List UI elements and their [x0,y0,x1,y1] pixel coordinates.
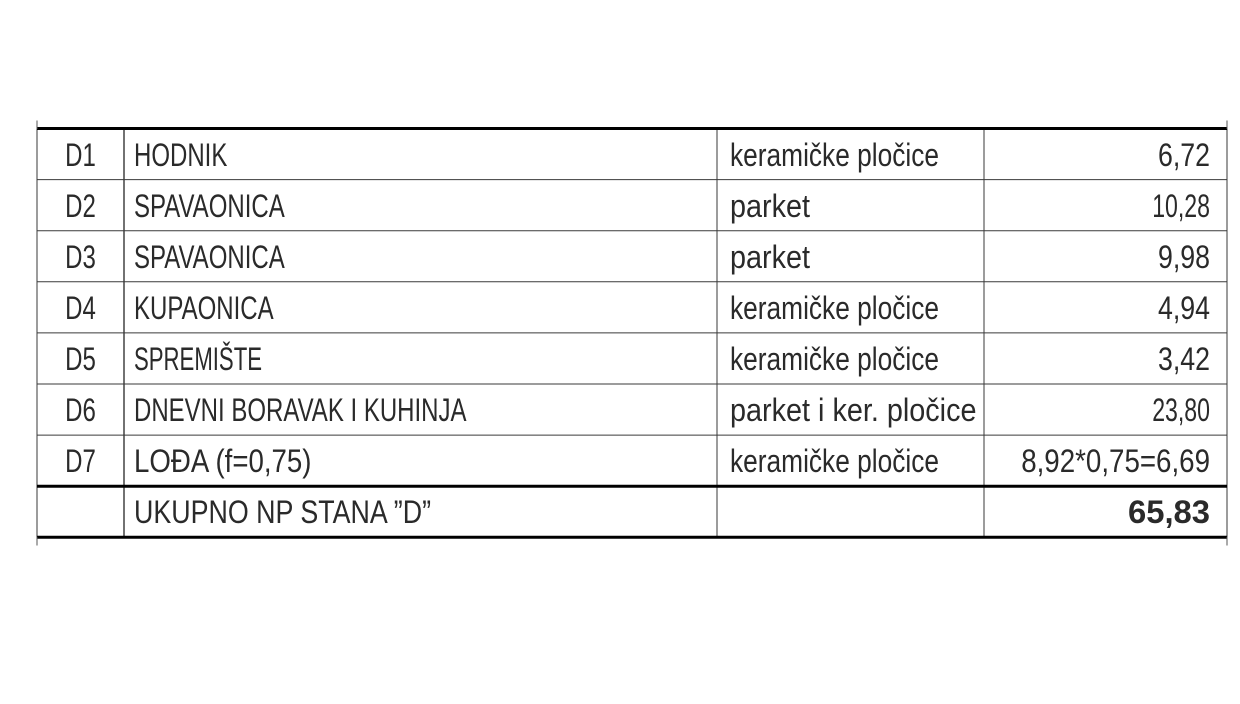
svg-text:4,94: 4,94 [1158,290,1210,326]
svg-text:LOĐA (f=0,75): LOĐA (f=0,75) [134,443,312,479]
svg-text:3,42: 3,42 [1158,341,1210,377]
svg-text:D4: D4 [65,290,96,326]
svg-text:D5: D5 [65,341,96,377]
svg-text:keramičke pločice: keramičke pločice [730,137,939,173]
svg-text:8,92*0,75=6,69: 8,92*0,75=6,69 [1021,443,1210,479]
svg-text:keramičke pločice: keramičke pločice [730,290,939,326]
svg-text:keramičke pločice: keramičke pločice [730,443,939,479]
svg-text:D3: D3 [65,239,96,275]
svg-text:SPREMIŠTE: SPREMIŠTE [134,341,262,377]
svg-text:parket: parket [730,239,810,275]
svg-text:65,83: 65,83 [1128,494,1210,530]
svg-text:HODNIK: HODNIK [134,137,227,173]
svg-text:23,80: 23,80 [1152,392,1210,428]
svg-text:SPAVAONICA: SPAVAONICA [134,239,285,275]
svg-text:DNEVNI BORAVAK I KUHINJA: DNEVNI BORAVAK I KUHINJA [134,392,467,428]
svg-text:9,98: 9,98 [1158,239,1210,275]
svg-text:keramičke pločice: keramičke pločice [730,341,939,377]
svg-text:D1: D1 [65,137,96,173]
svg-text:UKUPNO NP STANA ”D”: UKUPNO NP STANA ”D” [134,494,431,530]
svg-text:parket i ker. pločice: parket i ker. pločice [730,392,977,428]
svg-text:KUPAONICA: KUPAONICA [134,290,274,326]
svg-text:6,72: 6,72 [1158,137,1210,173]
svg-text:D6: D6 [65,392,96,428]
svg-text:parket: parket [730,188,810,224]
svg-text:SPAVAONICA: SPAVAONICA [134,188,285,224]
svg-text:D7: D7 [65,443,96,479]
svg-text:10,28: 10,28 [1152,188,1210,224]
svg-text:D2: D2 [65,188,96,224]
